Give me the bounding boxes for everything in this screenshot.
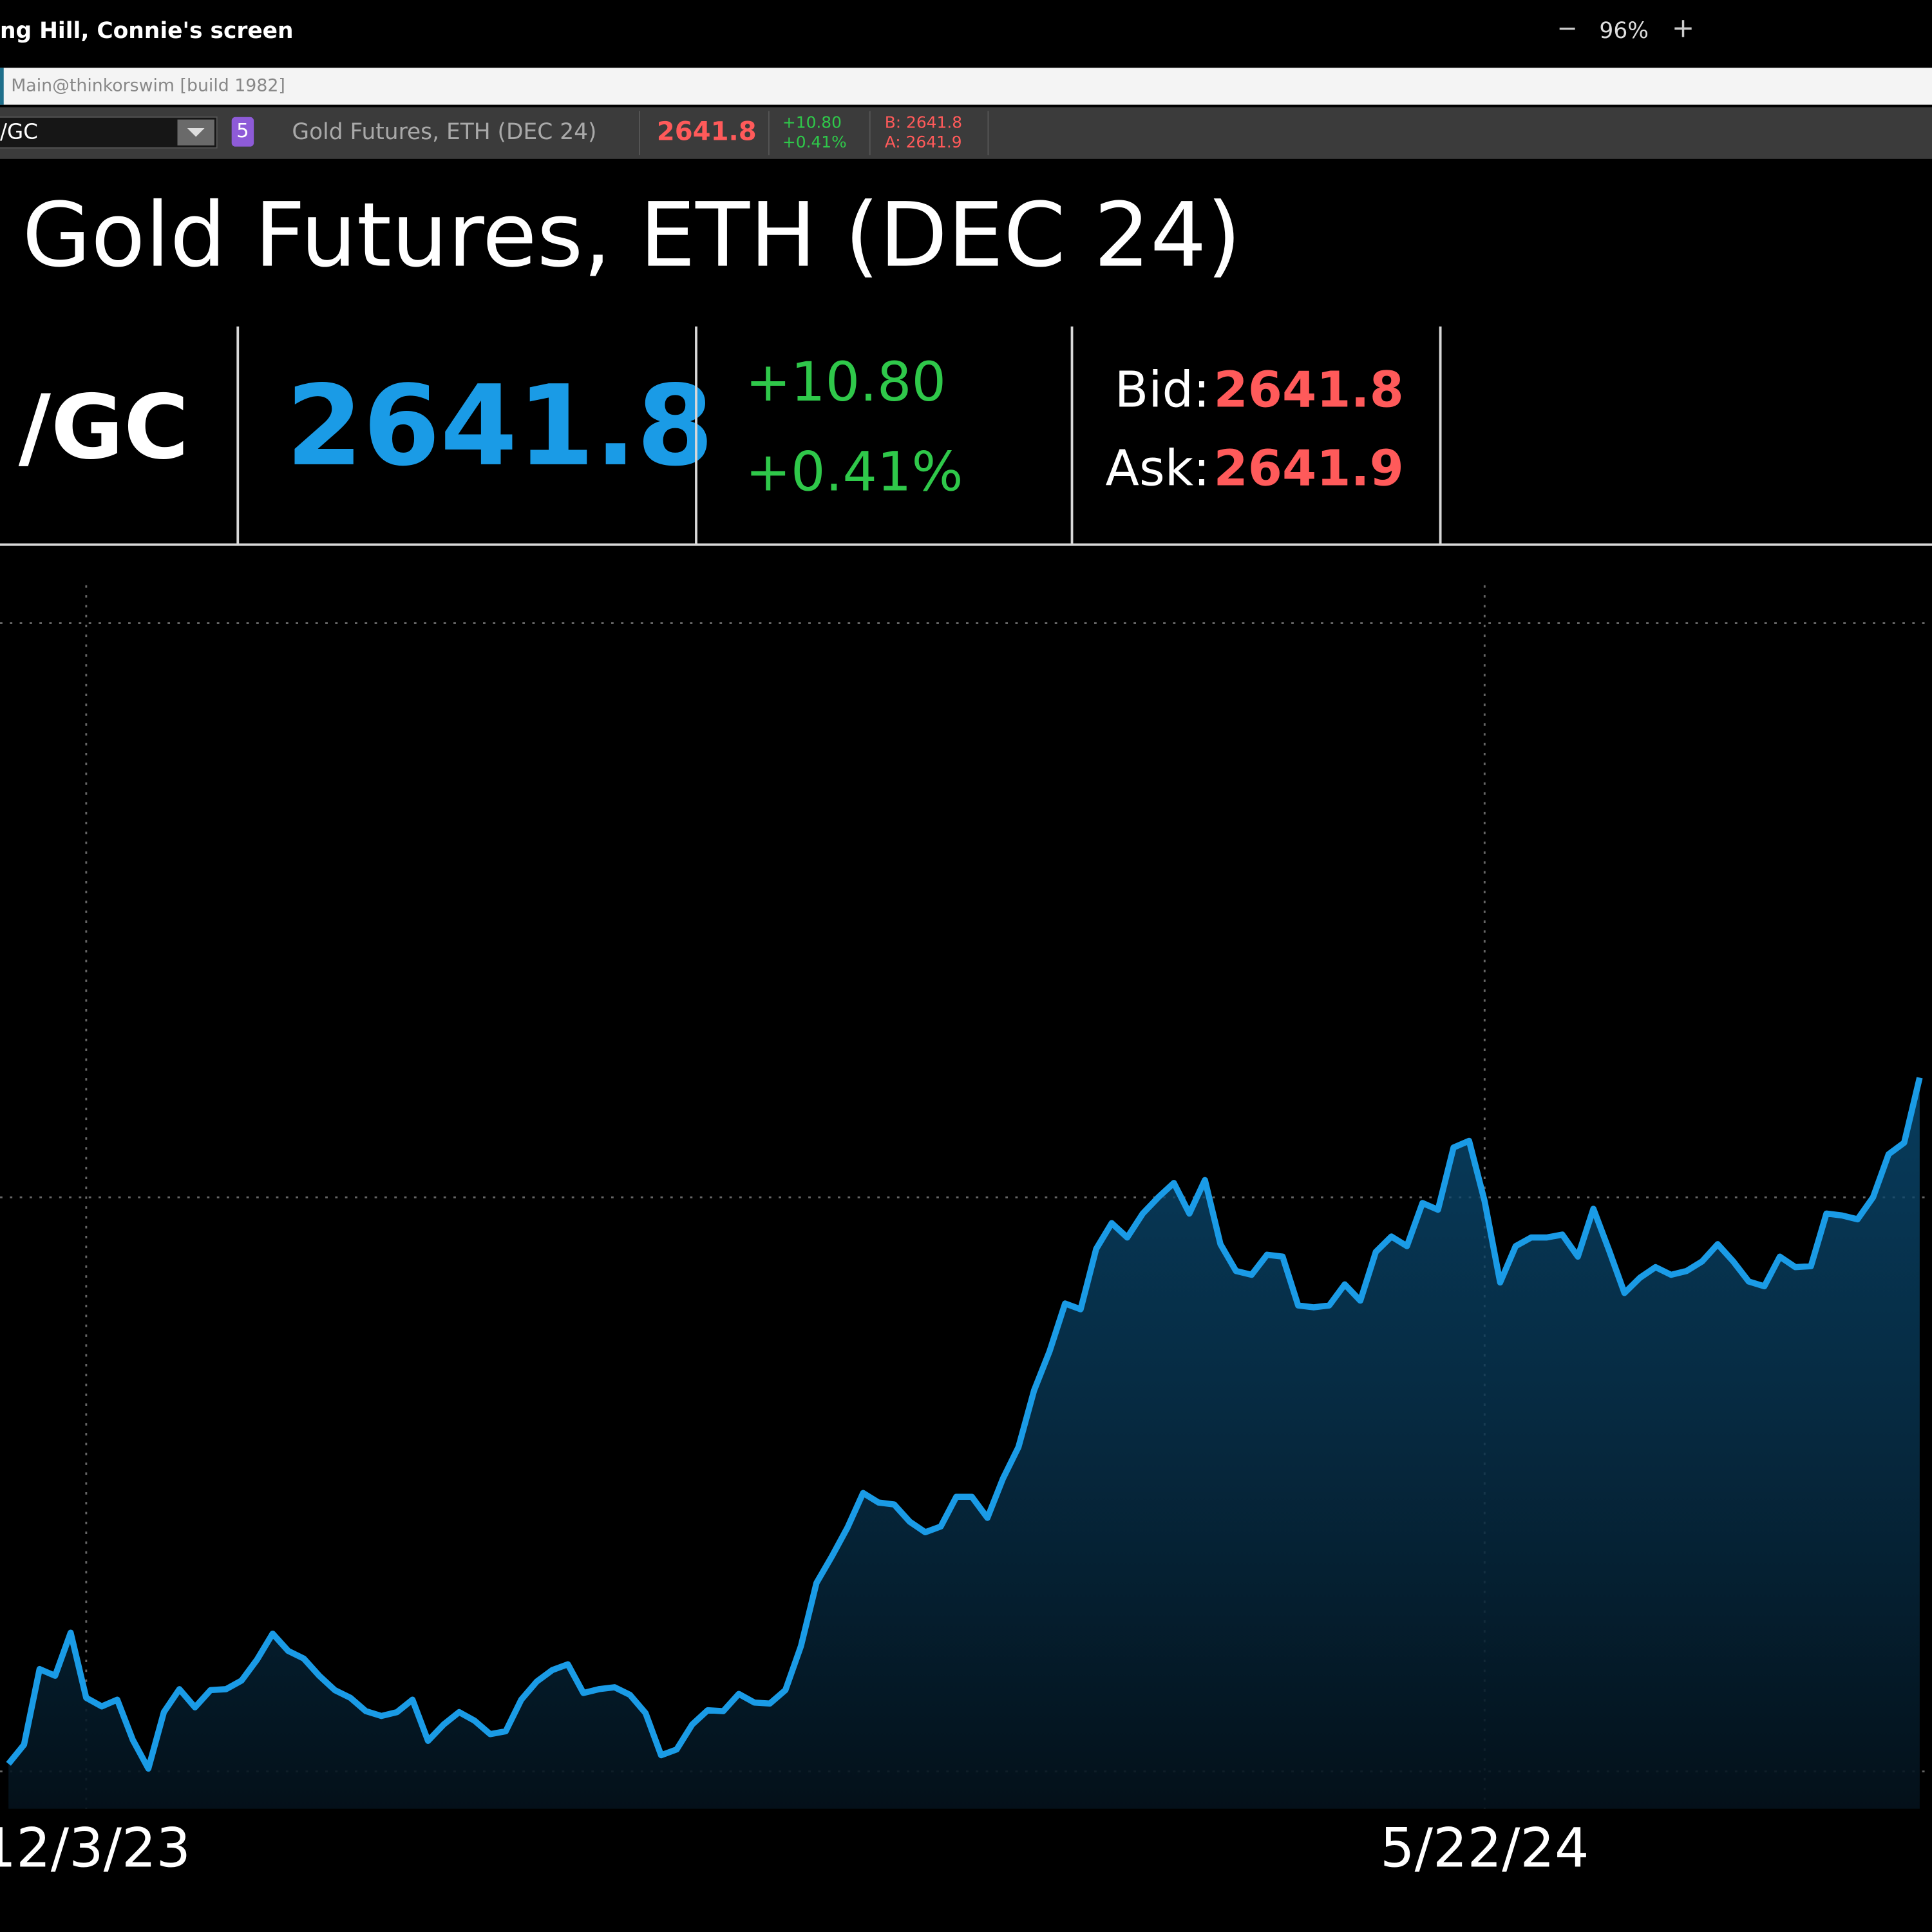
quote-title: Gold Futures, ETH (DEC 24) [22,184,1241,287]
toolbar-bid: B: 2641.8 [885,113,962,131]
price-line [6,1077,1923,1772]
link-group[interactable]: 5 [236,120,249,142]
link-group-box[interactable] [231,117,254,147]
zoom-level: 96% [1599,18,1649,44]
bid-label: Bid: [1115,361,1210,419]
x-tick-label: 5/22/24 [1380,1817,1589,1880]
app-bar-accent [0,68,4,105]
quote-ask: 2641.9 [1214,440,1404,498]
toolbar-description: Gold Futures, ETH (DEC 24) [292,119,596,145]
area [8,1077,1920,1809]
quote-symbol: /GC [19,376,189,479]
dropdown-arrow [187,128,205,137]
toolbar-symbol[interactable]: /GC [0,120,38,144]
x-tick-label: 12/3/23 [0,1817,191,1880]
zoom-out-button[interactable]: − [1557,14,1578,43]
toolbar-last: 2641.8 [657,117,757,147]
toolbar-ask: A: 2641.9 [885,133,962,151]
quote-change: +10.80 [746,350,947,413]
toolbar [0,107,1932,159]
window-title: ng Hill, Connie's screen [0,18,294,44]
ask-label: Ask: [1106,440,1210,498]
quote-dividers [0,327,1932,546]
quote-last: 2641.8 [286,361,714,491]
chart: 12/3/23 5/22/24 [0,585,1932,1880]
app-title: Main@thinkorswim [build 1982] [11,75,285,95]
quote-change-pct: +0.41% [746,440,963,503]
app-bar [0,68,1932,105]
toolbar-change: +10.80 [782,113,842,131]
zoom-in-button[interactable]: + [1672,12,1694,43]
toolbar-change-pct: +0.41% [782,133,847,151]
quote-bid: 2641.8 [1214,361,1404,419]
